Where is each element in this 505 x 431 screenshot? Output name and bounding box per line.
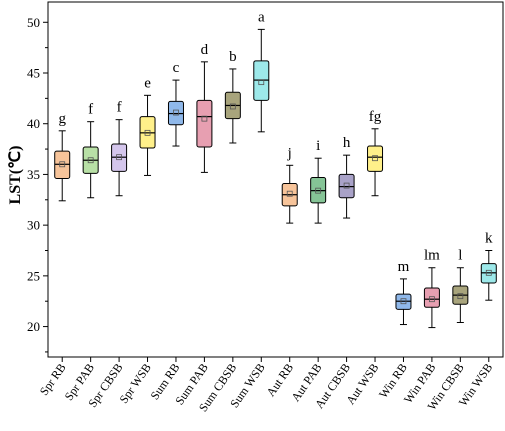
mean-marker <box>400 298 407 305</box>
box-spr-pab: f <box>82 102 99 199</box>
box-sum-pab: d <box>196 42 213 173</box>
significance-letter: j <box>287 145 292 161</box>
box-sum-cbsb: b <box>224 49 241 144</box>
y-tick-label: 50 <box>27 15 40 30</box>
mean-marker <box>485 269 492 276</box>
mean-marker <box>144 129 151 136</box>
significance-letter: e <box>144 75 151 91</box>
box-aut-rb: j <box>281 145 298 224</box>
y-tick-label: 40 <box>27 116 40 131</box>
significance-letter: m <box>398 259 410 275</box>
box-sum-rb: c <box>167 60 184 147</box>
significance-letter: fg <box>369 109 382 125</box>
significance-letter: c <box>173 60 180 76</box>
box-spr-cbsb: f <box>111 100 128 197</box>
mean-marker <box>173 109 179 116</box>
y-tick-label: 45 <box>27 66 40 81</box>
significance-letter: i <box>316 138 320 154</box>
mean-marker <box>59 161 66 168</box>
box-aut-cbsb: h <box>338 135 355 219</box>
significance-letter: d <box>201 42 209 58</box>
mean-marker <box>116 154 122 161</box>
mean-marker <box>457 293 464 300</box>
significance-letter: a <box>258 9 265 25</box>
mean-marker <box>372 155 378 162</box>
iqr-box <box>367 145 384 172</box>
mean-marker <box>258 79 265 86</box>
mean-marker <box>429 296 435 303</box>
y-tick-label: 25 <box>27 268 40 283</box>
mean-marker <box>201 115 208 122</box>
mean-marker <box>87 157 94 164</box>
significance-letter: lm <box>424 248 440 264</box>
y-tick-label: 30 <box>27 218 40 233</box>
box-win-rb: m <box>395 259 412 326</box>
significance-letter: h <box>343 135 351 151</box>
iqr-box <box>423 287 440 308</box>
box-win-cbsb: l <box>452 248 469 324</box>
significance-letter: b <box>229 49 237 65</box>
mean-marker <box>343 182 350 189</box>
significance-letter: l <box>458 248 462 264</box>
significance-letter: g <box>58 111 66 127</box>
plot-frame <box>47 1 504 358</box>
y-axis-title: LST(℃) <box>7 146 24 205</box>
mean-marker <box>286 190 293 197</box>
box-win-wsb: k <box>480 231 497 301</box>
box-spr-wsb: e <box>139 75 156 176</box>
plot-area: g f f e c d b a j i h fg mlm l k <box>54 9 497 329</box>
y-tick-label: 35 <box>27 167 40 182</box>
significance-letter: f <box>88 102 93 118</box>
iqr-box <box>196 99 213 148</box>
box-spr-rb: g <box>54 111 71 202</box>
y-tick-label: 20 <box>27 319 40 334</box>
significance-letter: k <box>485 231 493 247</box>
box-win-pab: lm <box>423 248 440 329</box>
mean-marker <box>229 103 236 110</box>
box-aut-wsb: fg <box>367 109 384 197</box>
y-axis: 20 25 30 35 40 45 50 <box>27 1 504 358</box>
box-aut-pab: i <box>310 138 327 224</box>
significance-letter: f <box>117 100 122 116</box>
mean-marker <box>315 187 322 194</box>
box-sum-wsb: a <box>253 9 270 133</box>
